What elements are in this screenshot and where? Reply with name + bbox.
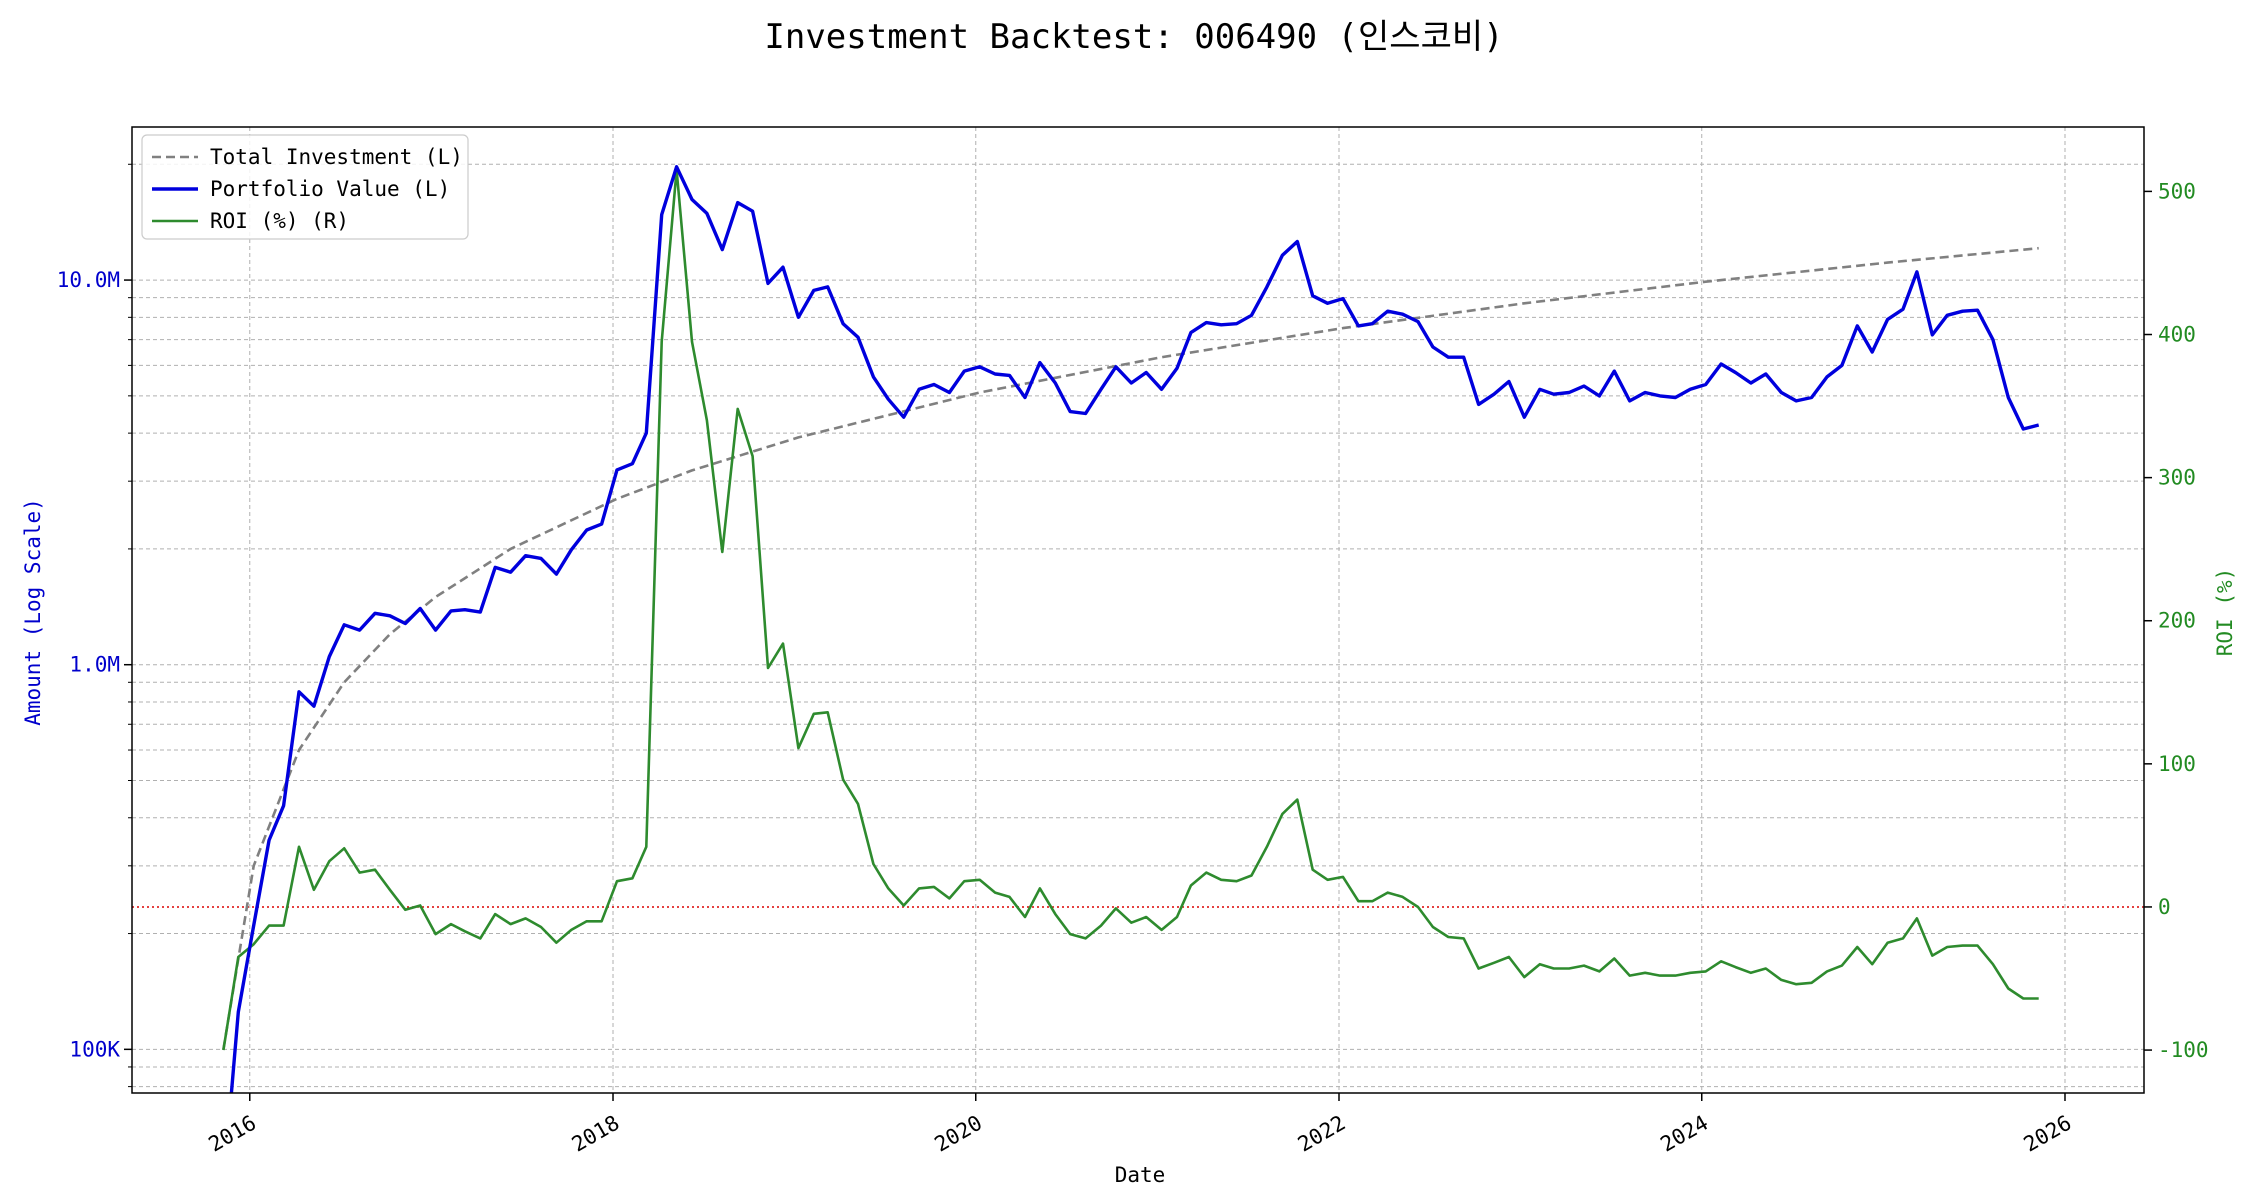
- chart-title: Investment Backtest: 006490 (인스코비): [764, 17, 1503, 57]
- y-left-tick-label: 10.0M: [57, 268, 120, 292]
- y-left-tick-label: 1.0M: [69, 653, 120, 677]
- x-axis-label: Date: [1115, 1163, 1166, 1187]
- series-layer: [132, 165, 2144, 1094]
- legend: Total Investment (L) Portfolio Value (L) R…: [141, 134, 469, 240]
- y-right-tick-label: 400: [2158, 323, 2196, 347]
- y-right-tick-label: 0: [2158, 895, 2171, 919]
- legend-label: Total Investment (L): [210, 145, 463, 169]
- y-right-tick-label: 300: [2158, 466, 2196, 490]
- legend-box: [141, 134, 469, 240]
- grid-layer: [132, 127, 2144, 1093]
- y-left-tick-label: 100K: [69, 1037, 120, 1061]
- y-right-tick-label: -100: [2158, 1038, 2209, 1062]
- portfolio-value-line: [229, 165, 2040, 1094]
- roi-line: [222, 168, 2039, 1051]
- y-axis-left-label: Amount (Log Scale): [21, 498, 45, 726]
- legend-label: Portfolio Value (L): [210, 177, 450, 201]
- total-investment-line: [222, 246, 2039, 1050]
- plot-frame: [131, 126, 2145, 1094]
- y-right-tick-label: 500: [2158, 179, 2196, 203]
- y-right-tick-label: 100: [2158, 752, 2196, 776]
- y-axis-right-label: ROI (%): [2213, 568, 2237, 657]
- y-right-tick-label: 200: [2158, 609, 2196, 633]
- legend-label: ROI (%) (R): [210, 209, 349, 233]
